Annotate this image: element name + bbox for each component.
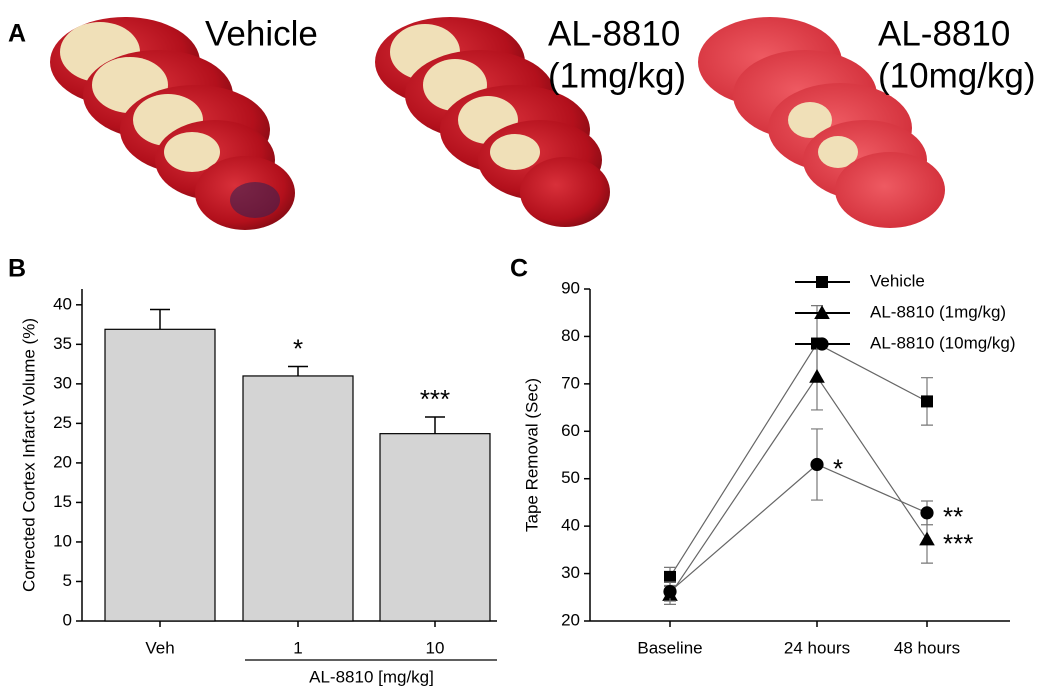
y-tick-label: 50	[561, 468, 580, 487]
marker	[814, 305, 830, 319]
legend-label: AL-8810 (10mg/kg)	[870, 333, 1016, 352]
panel-label: C	[510, 255, 528, 283]
legend-label: AL-8810 (1mg/kg)	[870, 302, 1006, 321]
slice-stack-vehicle	[50, 17, 295, 230]
y-tick-label: 5	[63, 571, 72, 590]
x-axis-label: AL-8810 [mg/kg]	[309, 667, 434, 686]
marker	[664, 570, 676, 583]
y-tick-label: 90	[561, 278, 580, 297]
x-tick-label: 48 hours	[894, 638, 960, 657]
marker	[809, 368, 825, 383]
x-tick-label: 24 hours	[784, 638, 850, 657]
y-tick-label: 40	[561, 516, 580, 535]
group-label: AL-8810	[548, 14, 680, 53]
error-bar	[150, 308, 170, 330]
y-axis-label: Tape Removal (Sec)	[522, 378, 541, 532]
marker	[816, 276, 828, 288]
x-tick-label: Veh	[145, 638, 174, 657]
y-tick-label: 20	[561, 610, 580, 629]
y-tick-label: 70	[561, 373, 580, 392]
significance-label: *	[293, 333, 303, 363]
y-tick-label: 15	[53, 492, 72, 511]
significance-label: **	[943, 502, 963, 532]
bar	[104, 328, 216, 622]
y-tick-label: 80	[561, 326, 580, 345]
error-bar	[288, 365, 308, 376]
series-line	[669, 463, 928, 593]
y-tick-label: 30	[53, 373, 72, 392]
group-label: Vehicle	[205, 14, 318, 53]
panel-label: A	[8, 20, 26, 48]
marker	[920, 506, 934, 520]
y-tick-label: 20	[53, 452, 72, 471]
marker	[921, 395, 933, 408]
brain-slices	[50, 17, 945, 230]
slice-stack-1mg	[375, 17, 610, 227]
y-tick-label: 10	[53, 531, 72, 550]
significance-label: ***	[943, 528, 973, 558]
y-axis-label: Corrected Cortex Infarct Volume (%)	[19, 318, 38, 592]
series-line	[669, 375, 928, 596]
y-tick-label: 30	[561, 563, 580, 582]
bar	[242, 375, 354, 622]
marker	[919, 531, 935, 546]
slice-stack-10mg	[698, 17, 945, 228]
x-tick-label: 1	[293, 638, 302, 657]
error-bar	[425, 416, 445, 434]
group-label: AL-8810	[878, 14, 1010, 53]
y-tick-label: 25	[53, 413, 72, 432]
panel-label: B	[8, 255, 26, 283]
bar	[379, 433, 491, 622]
y-tick-label: 40	[53, 294, 72, 313]
marker	[663, 584, 677, 599]
significance-label: ***	[420, 384, 450, 414]
series-line	[669, 342, 928, 578]
y-tick-label: 60	[561, 421, 580, 440]
legend-label: Vehicle	[870, 271, 925, 290]
marker	[815, 337, 829, 351]
x-tick-label: 10	[426, 638, 445, 657]
x-tick-label: Baseline	[637, 638, 702, 657]
y-tick-label: 0	[63, 610, 72, 629]
group-label: (10mg/kg)	[878, 56, 1036, 95]
marker	[810, 457, 824, 472]
significance-label: *	[833, 453, 843, 483]
group-label: (1mg/kg)	[548, 56, 686, 95]
y-tick-label: 35	[53, 334, 72, 353]
